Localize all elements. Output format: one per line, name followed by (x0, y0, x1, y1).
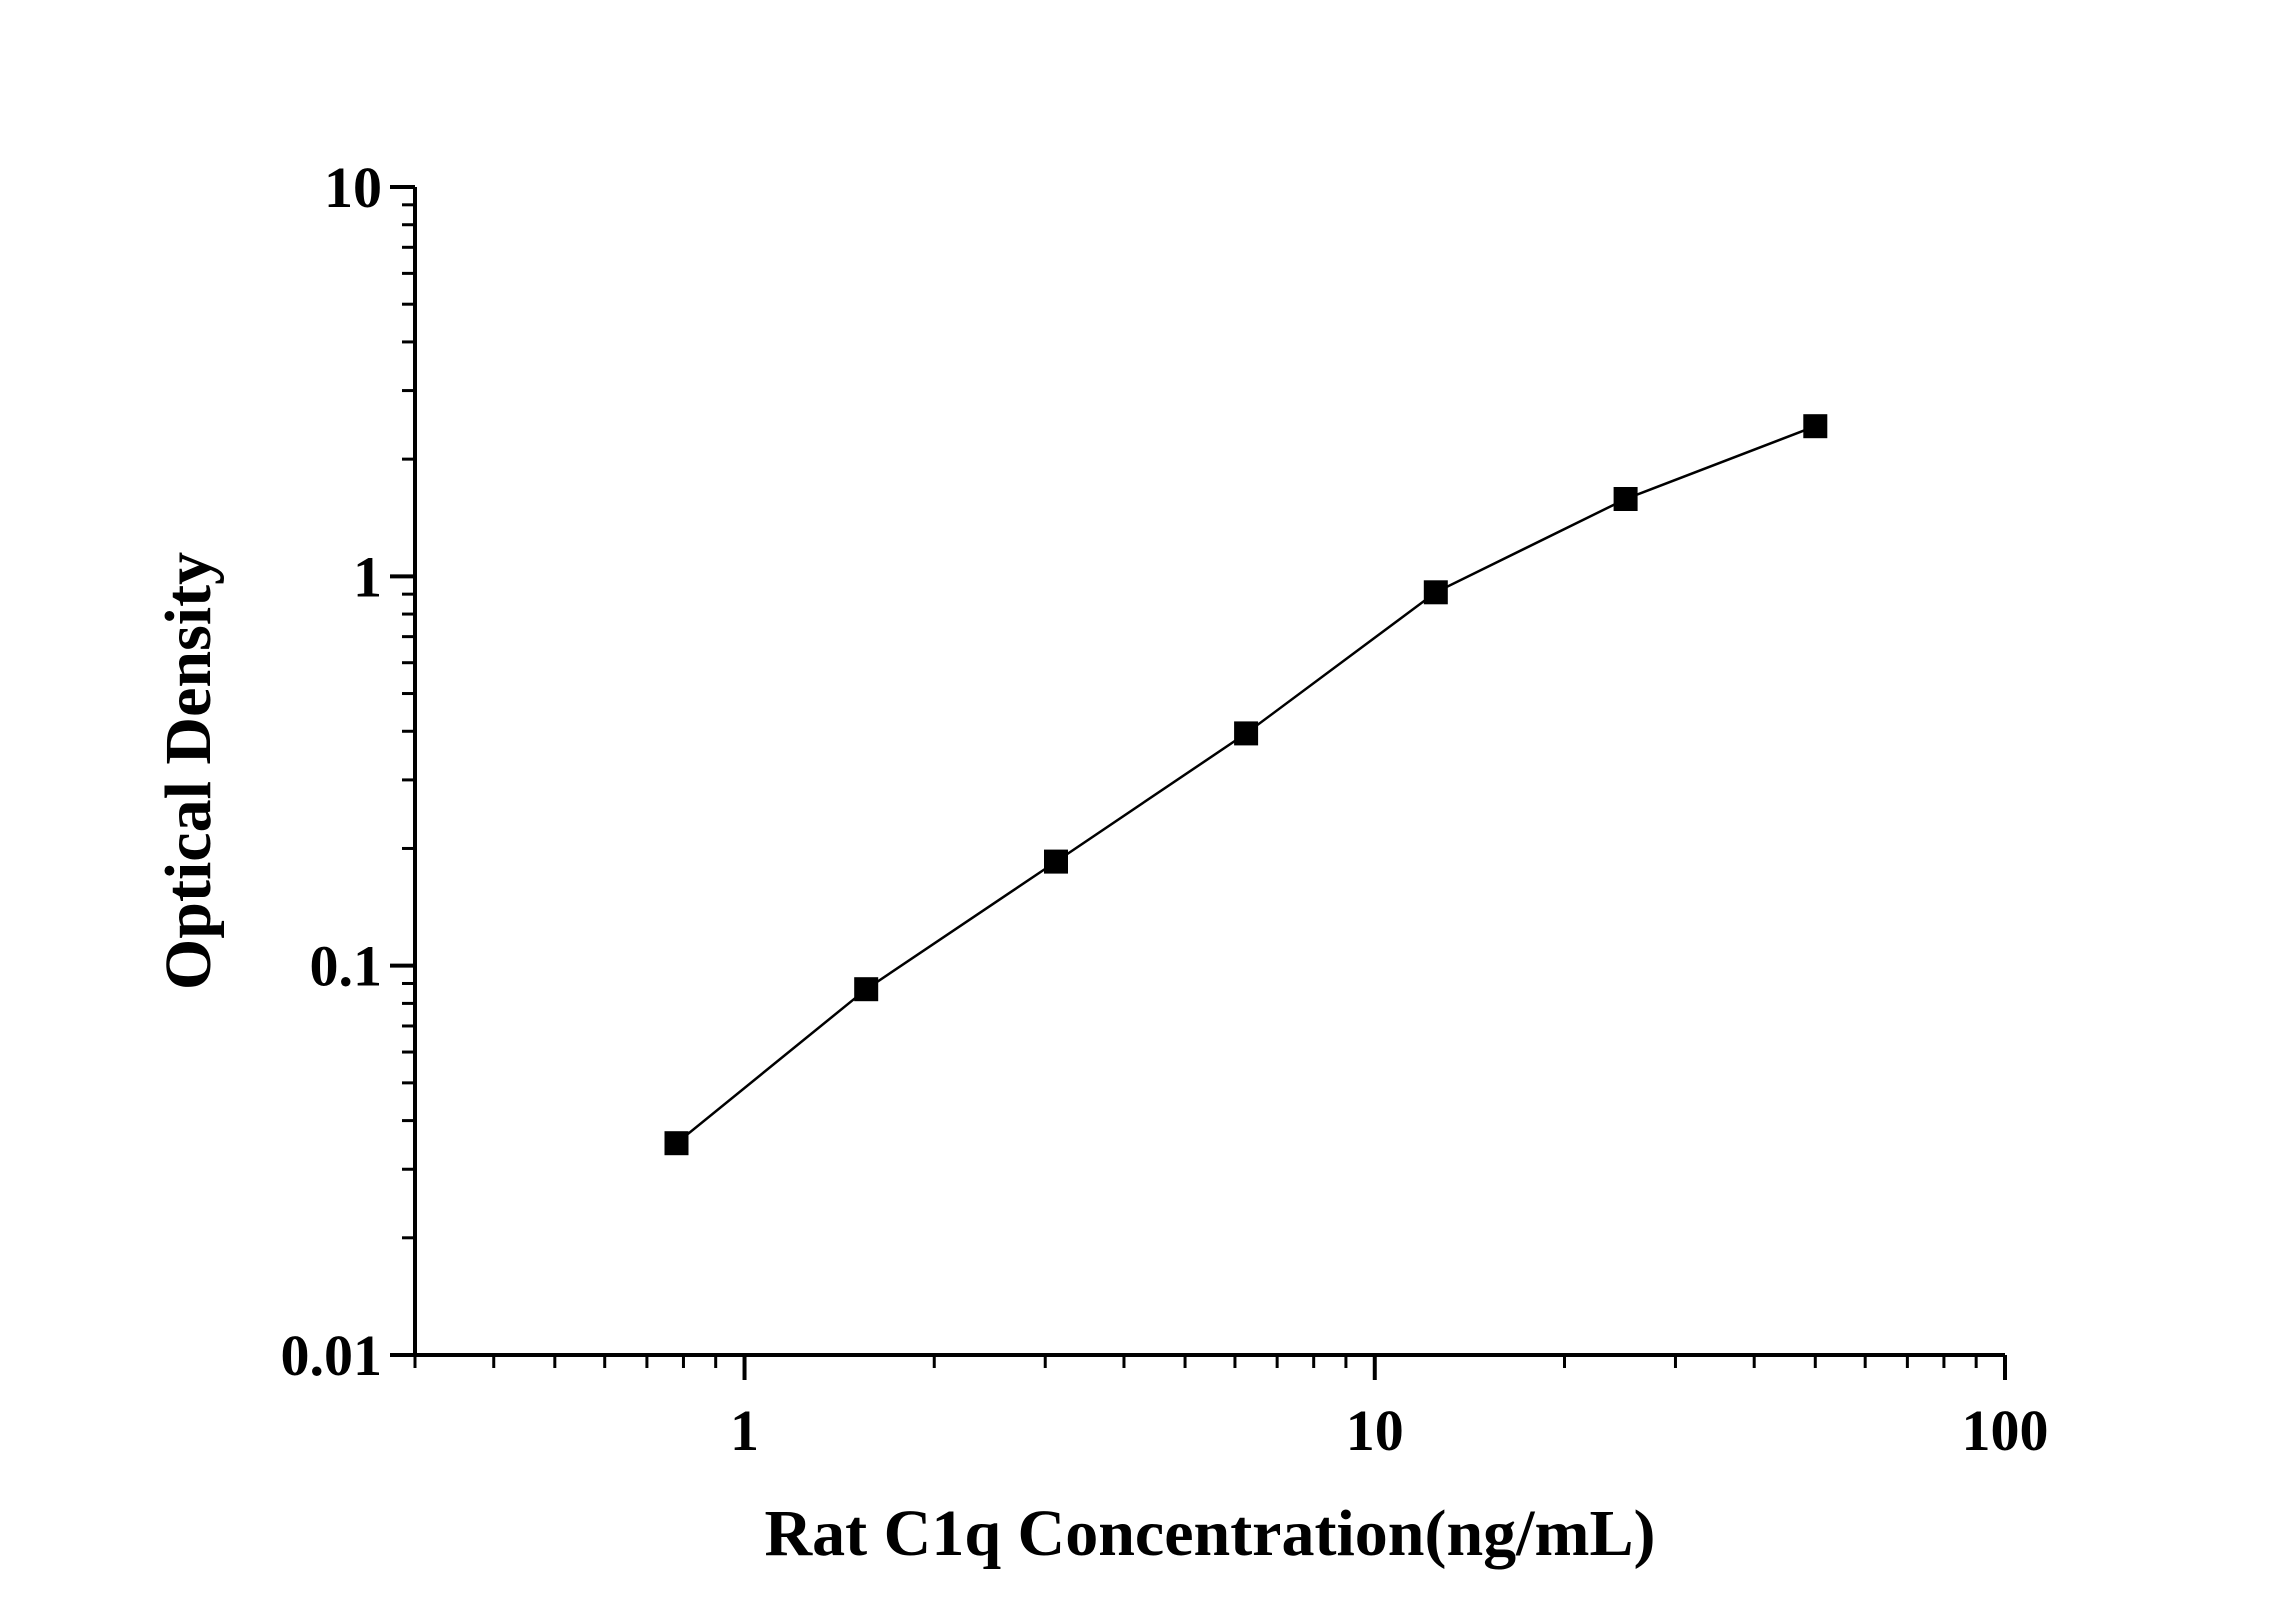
x-tick-label: 100 (1962, 1398, 2049, 1463)
data-point-marker (1613, 487, 1638, 511)
x-ticks (413, 1355, 2007, 1380)
data-series (664, 414, 1828, 1156)
data-point-marker (1803, 414, 1828, 439)
y-tick-label: 0.1 (310, 934, 383, 999)
data-point-marker (1234, 721, 1259, 746)
y-tick-label: 10 (324, 155, 382, 220)
data-point-marker (1423, 580, 1448, 605)
x-axis-title: Rat C1q Concentration(ng/mL) (765, 1497, 1656, 1570)
data-point-marker (664, 1131, 689, 1156)
data-point-marker (854, 977, 879, 1002)
series-line (675, 425, 1816, 1145)
data-point-marker (1044, 849, 1068, 874)
y-tick-label: 0.01 (281, 1323, 383, 1388)
x-tick-label: 10 (1346, 1398, 1404, 1463)
y-tick-label: 1 (353, 544, 382, 609)
x-tick-label: 1 (730, 1398, 759, 1463)
y-axis-title: Optical Density (152, 552, 225, 990)
y-ticks (390, 185, 415, 1357)
axes (390, 185, 2007, 1380)
